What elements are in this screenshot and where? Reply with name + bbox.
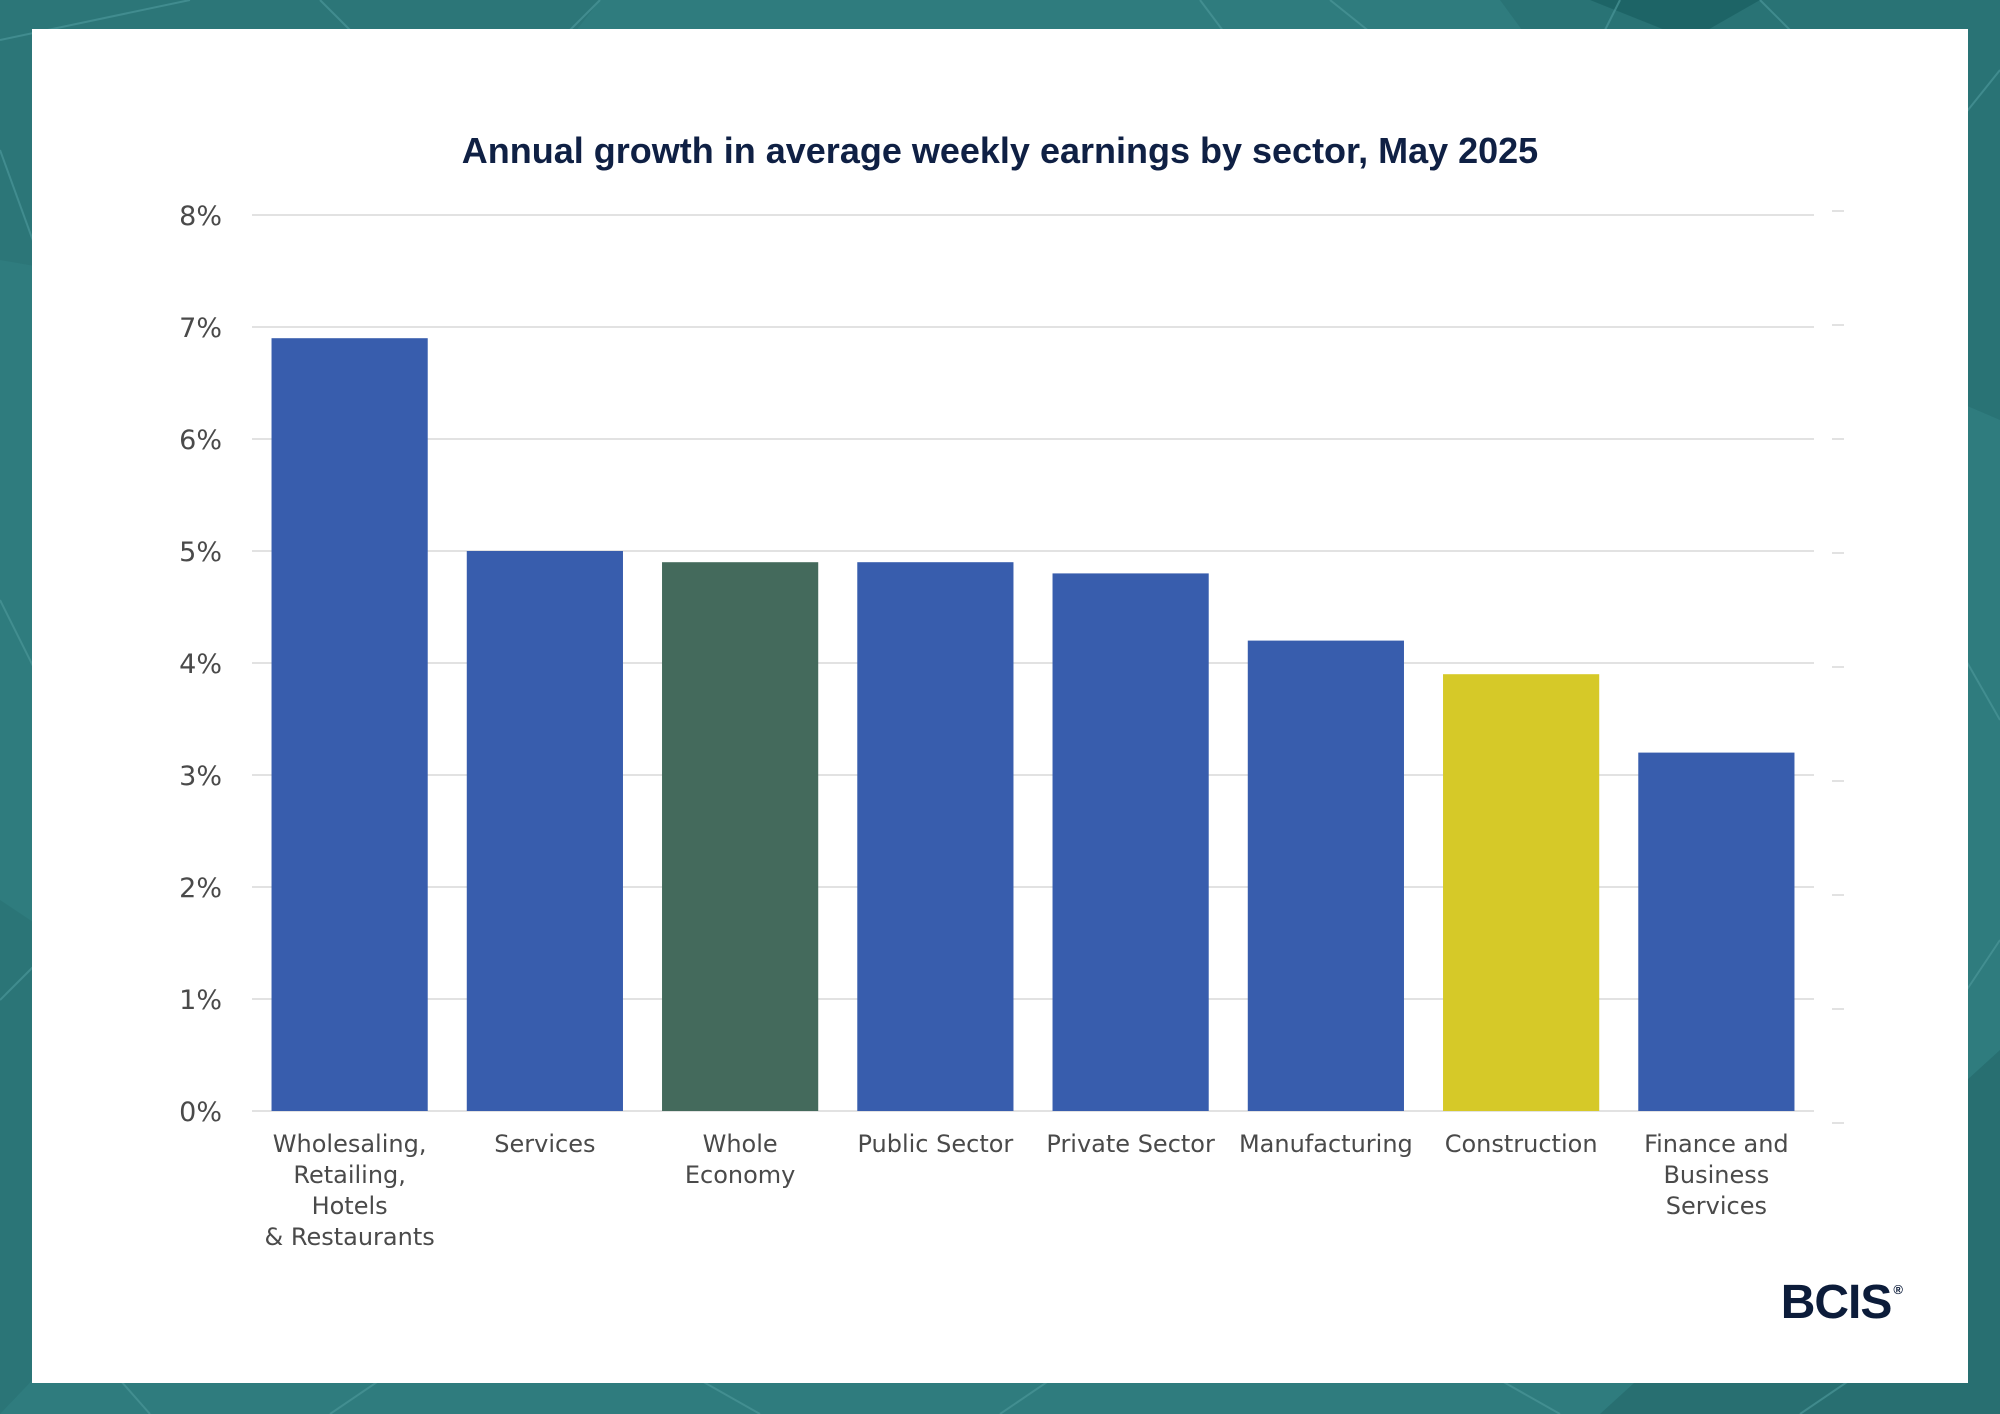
x-tick-label-line: Finance and xyxy=(1644,1130,1789,1158)
bar xyxy=(857,562,1014,1111)
x-tick-label-line: & Restaurants xyxy=(265,1223,435,1251)
y-tick-label: 3% xyxy=(179,761,222,792)
x-tick-label-line: Services xyxy=(494,1130,595,1158)
x-tick-label-line: Economy xyxy=(685,1161,796,1189)
x-tick-label: Manufacturing xyxy=(1239,1130,1413,1158)
bars xyxy=(271,338,1795,1111)
y-tick-label: 1% xyxy=(179,985,222,1016)
x-tick-label: Private Sector xyxy=(1046,1130,1215,1158)
x-tick-label-line: Wholesaling, xyxy=(273,1130,427,1158)
y-tick-label: 0% xyxy=(179,1097,222,1128)
x-tick-label: Construction xyxy=(1445,1130,1598,1158)
y-tick-label: 6% xyxy=(179,425,222,456)
x-tick-label: Finance and Business Services xyxy=(1644,1130,1789,1220)
x-tick-label-line: Manufacturing xyxy=(1239,1130,1413,1158)
chart-title: Annual growth in average weekly earnings… xyxy=(462,130,1538,171)
registered-trademark-mark: ® xyxy=(1893,1282,1903,1297)
y-tick-label: 8% xyxy=(179,201,222,232)
bar-chart: Annual growth in average weekly earnings… xyxy=(179,130,1844,1251)
x-tick-label-line: Business xyxy=(1663,1161,1769,1189)
y-tick-label: 4% xyxy=(179,649,222,680)
chart-card: Annual growth in average weekly earnings… xyxy=(32,29,1968,1383)
x-tick-label: Wholesaling, Retailing, Hotels & Restaurant… xyxy=(265,1130,435,1251)
logo-text: BCIS xyxy=(1780,1276,1893,1329)
bar xyxy=(1247,640,1404,1111)
x-tick-label-line: Whole xyxy=(703,1130,778,1158)
bar xyxy=(466,551,623,1111)
x-tick-label-line: Private Sector xyxy=(1046,1130,1215,1158)
bar xyxy=(271,338,428,1111)
x-tick-label-line: Public Sector xyxy=(857,1130,1013,1158)
x-tick-label-line: Retailing, xyxy=(293,1161,406,1189)
y-tick-label: 2% xyxy=(179,873,222,904)
x-tick-label-line: Construction xyxy=(1445,1130,1598,1158)
bar xyxy=(1052,573,1209,1111)
x-axis-tick-labels: Wholesaling, Retailing, Hotels & Restaurant… xyxy=(265,1130,1789,1251)
x-tick-label-line: Services xyxy=(1666,1192,1767,1220)
bar xyxy=(1443,674,1600,1111)
y-tick-label: 5% xyxy=(179,537,222,568)
right-axis-tick-marks xyxy=(1832,210,1844,1124)
x-tick-label: Public Sector xyxy=(857,1130,1013,1158)
bcis-logo: BCIS ® xyxy=(1780,1276,1903,1329)
bar xyxy=(1638,752,1795,1111)
y-tick-label: 7% xyxy=(179,313,222,344)
x-tick-label: Services xyxy=(494,1130,595,1158)
y-axis-tick-labels: 0% 1% 2% 3% 4% 5% 6% 7% 8% xyxy=(179,201,222,1128)
bar xyxy=(662,562,819,1111)
x-tick-label-line: Hotels xyxy=(312,1192,388,1220)
x-tick-label: Whole Economy xyxy=(685,1130,796,1189)
